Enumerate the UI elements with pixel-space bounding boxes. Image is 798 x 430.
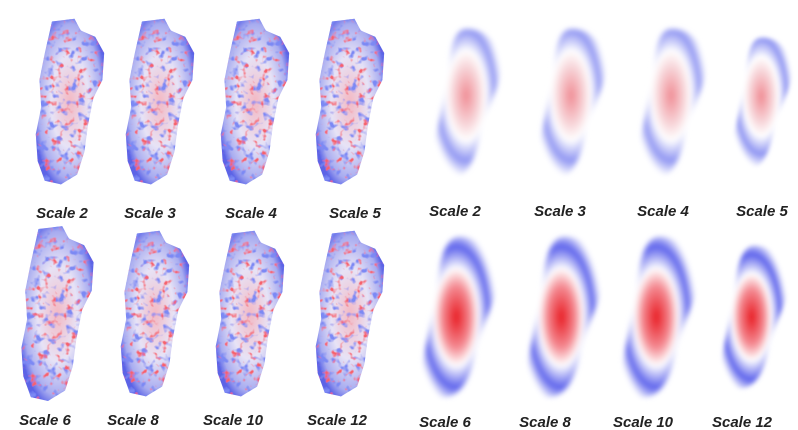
heatmap-image [216, 231, 284, 397]
image-label: Scale 2 [36, 205, 88, 222]
heatmap-image [121, 231, 189, 397]
heatmap-image [21, 226, 93, 401]
heatmap-image [221, 19, 289, 185]
heatmap-image [126, 19, 194, 185]
image-label: Scale 3 [124, 205, 176, 222]
heatmap-image [640, 29, 706, 177]
image-label: Scale 5 [329, 205, 381, 222]
image-label: Scale 10 [613, 414, 674, 430]
heatmap-image [316, 231, 384, 397]
image-label: Scale 8 [107, 412, 159, 429]
heatmap-image [540, 29, 606, 177]
left-panel: Scale 2 Scale 3 Scale 4 Scale 5 Scale 6 … [19, 19, 384, 429]
figure: Scale 2 Scale 3 Scale 4 Scale 5 Scale 6 … [0, 0, 798, 430]
image-label: Scale 4 [225, 205, 277, 222]
heatmap-image [528, 237, 601, 397]
image-label: Scale 5 [736, 203, 788, 220]
image-label: Scale 6 [419, 414, 471, 430]
image-label: Scale 6 [19, 412, 71, 429]
right-panel: Scale 2 Scale 3 Scale 4 Scale 5 Scale 6 … [419, 29, 791, 430]
image-label: Scale 10 [203, 412, 264, 429]
image-label: Scale 3 [534, 203, 586, 220]
heatmap-image [423, 237, 496, 397]
heatmap-image [36, 19, 104, 185]
image-label: Scale 2 [429, 203, 481, 220]
image-label: Scale 12 [712, 414, 773, 430]
heatmap-image [723, 246, 788, 389]
heatmap-image [435, 29, 501, 177]
image-label: Scale 4 [637, 203, 689, 220]
heatmap-image [623, 237, 696, 397]
heatmap-image [316, 19, 384, 185]
image-label: Scale 8 [519, 414, 571, 430]
heatmap-image [734, 38, 792, 169]
image-label: Scale 12 [307, 412, 368, 429]
